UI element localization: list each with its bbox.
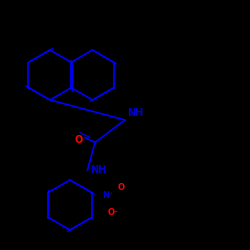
Text: N⁺: N⁺: [102, 190, 114, 200]
Text: NH: NH: [90, 165, 106, 175]
Text: NH: NH: [128, 108, 144, 118]
Text: O: O: [74, 135, 82, 145]
Text: O: O: [118, 183, 124, 192]
Text: O⁻: O⁻: [108, 208, 119, 217]
